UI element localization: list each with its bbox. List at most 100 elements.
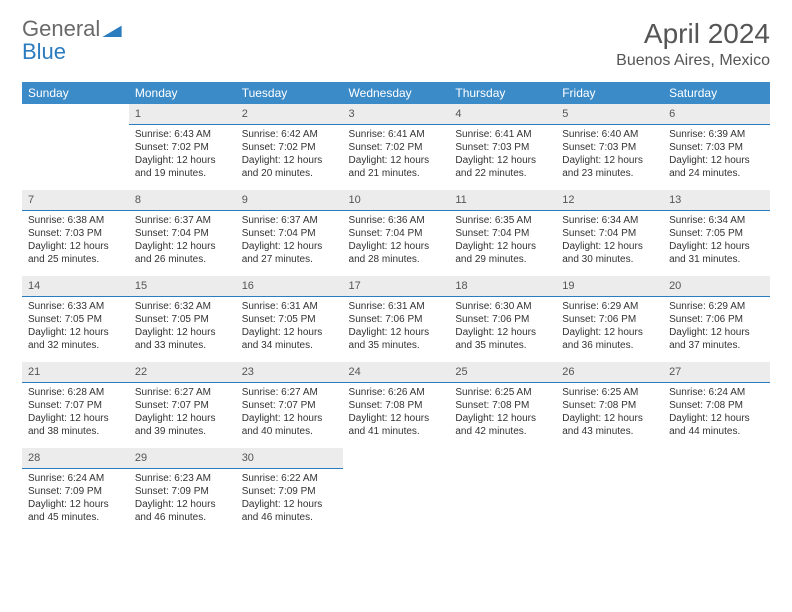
daylight-text: Daylight: 12 hours and 46 minutes. [135,498,230,524]
sunrise-text: Sunrise: 6:31 AM [349,300,444,313]
day-header: Saturday [663,82,770,104]
day-number: 6 [663,104,770,125]
day-body: Sunrise: 6:31 AMSunset: 7:05 PMDaylight:… [236,297,343,358]
day-number: 3 [343,104,450,125]
sunrise-text: Sunrise: 6:37 AM [135,214,230,227]
daylight-text: Daylight: 12 hours and 29 minutes. [455,240,550,266]
day-number: 10 [343,190,450,211]
sunset-text: Sunset: 7:04 PM [349,227,444,240]
day-number: 8 [129,190,236,211]
daylight-text: Daylight: 12 hours and 45 minutes. [28,498,123,524]
calendar-day-cell: 12Sunrise: 6:34 AMSunset: 7:04 PMDayligh… [556,190,663,276]
day-number: 9 [236,190,343,211]
day-number: 7 [22,190,129,211]
calendar-day-cell: 30Sunrise: 6:22 AMSunset: 7:09 PMDayligh… [236,448,343,534]
day-number: 12 [556,190,663,211]
daylight-text: Daylight: 12 hours and 24 minutes. [669,154,764,180]
sunrise-text: Sunrise: 6:24 AM [28,472,123,485]
day-header: Monday [129,82,236,104]
day-body: Sunrise: 6:25 AMSunset: 7:08 PMDaylight:… [449,383,556,444]
daylight-text: Daylight: 12 hours and 39 minutes. [135,412,230,438]
logo-triangle-icon [102,19,122,41]
sunset-text: Sunset: 7:06 PM [349,313,444,326]
daylight-text: Daylight: 12 hours and 34 minutes. [242,326,337,352]
calendar-day-cell: 15Sunrise: 6:32 AMSunset: 7:05 PMDayligh… [129,276,236,362]
page-header: GeneralBlue April 2024 Buenos Aires, Mex… [22,18,770,70]
day-body: Sunrise: 6:42 AMSunset: 7:02 PMDaylight:… [236,125,343,186]
calendar-day-cell: 19Sunrise: 6:29 AMSunset: 7:06 PMDayligh… [556,276,663,362]
day-number: 28 [22,448,129,469]
daylight-text: Daylight: 12 hours and 43 minutes. [562,412,657,438]
calendar-week-row: 28Sunrise: 6:24 AMSunset: 7:09 PMDayligh… [22,448,770,534]
sunrise-text: Sunrise: 6:31 AM [242,300,337,313]
calendar-day-cell: 29Sunrise: 6:23 AMSunset: 7:09 PMDayligh… [129,448,236,534]
day-number: 13 [663,190,770,211]
day-number: 18 [449,276,556,297]
sunset-text: Sunset: 7:02 PM [242,141,337,154]
calendar-day-cell: 22Sunrise: 6:27 AMSunset: 7:07 PMDayligh… [129,362,236,448]
sunset-text: Sunset: 7:09 PM [135,485,230,498]
calendar-day-cell [449,448,556,534]
daylight-text: Daylight: 12 hours and 37 minutes. [669,326,764,352]
day-body: Sunrise: 6:41 AMSunset: 7:03 PMDaylight:… [449,125,556,186]
daylight-text: Daylight: 12 hours and 26 minutes. [135,240,230,266]
sunrise-text: Sunrise: 6:28 AM [28,386,123,399]
daylight-text: Daylight: 12 hours and 33 minutes. [135,326,230,352]
daylight-text: Daylight: 12 hours and 35 minutes. [455,326,550,352]
calendar-day-cell: 27Sunrise: 6:24 AMSunset: 7:08 PMDayligh… [663,362,770,448]
calendar-day-cell: 24Sunrise: 6:26 AMSunset: 7:08 PMDayligh… [343,362,450,448]
sunset-text: Sunset: 7:02 PM [135,141,230,154]
day-body: Sunrise: 6:29 AMSunset: 7:06 PMDaylight:… [556,297,663,358]
day-number: 29 [129,448,236,469]
sunset-text: Sunset: 7:04 PM [242,227,337,240]
calendar-week-row: 1Sunrise: 6:43 AMSunset: 7:02 PMDaylight… [22,104,770,190]
calendar-day-cell: 10Sunrise: 6:36 AMSunset: 7:04 PMDayligh… [343,190,450,276]
sunrise-text: Sunrise: 6:34 AM [562,214,657,227]
logo-text-general: General [22,16,100,41]
day-number: 20 [663,276,770,297]
daylight-text: Daylight: 12 hours and 31 minutes. [669,240,764,266]
calendar-day-cell: 8Sunrise: 6:37 AMSunset: 7:04 PMDaylight… [129,190,236,276]
sunrise-text: Sunrise: 6:30 AM [455,300,550,313]
calendar-day-cell: 11Sunrise: 6:35 AMSunset: 7:04 PMDayligh… [449,190,556,276]
daylight-text: Daylight: 12 hours and 25 minutes. [28,240,123,266]
sunrise-text: Sunrise: 6:27 AM [135,386,230,399]
calendar-body: 1Sunrise: 6:43 AMSunset: 7:02 PMDaylight… [22,104,770,534]
day-body: Sunrise: 6:37 AMSunset: 7:04 PMDaylight:… [129,211,236,272]
daylight-text: Daylight: 12 hours and 23 minutes. [562,154,657,180]
day-header: Friday [556,82,663,104]
day-number: 15 [129,276,236,297]
calendar-day-cell: 2Sunrise: 6:42 AMSunset: 7:02 PMDaylight… [236,104,343,190]
day-number: 2 [236,104,343,125]
sunset-text: Sunset: 7:04 PM [562,227,657,240]
daylight-text: Daylight: 12 hours and 32 minutes. [28,326,123,352]
day-body: Sunrise: 6:35 AMSunset: 7:04 PMDaylight:… [449,211,556,272]
sunset-text: Sunset: 7:07 PM [242,399,337,412]
day-body: Sunrise: 6:39 AMSunset: 7:03 PMDaylight:… [663,125,770,186]
calendar-day-cell: 3Sunrise: 6:41 AMSunset: 7:02 PMDaylight… [343,104,450,190]
sunset-text: Sunset: 7:04 PM [135,227,230,240]
daylight-text: Daylight: 12 hours and 42 minutes. [455,412,550,438]
sunset-text: Sunset: 7:03 PM [562,141,657,154]
location-text: Buenos Aires, Mexico [616,52,770,70]
day-body: Sunrise: 6:34 AMSunset: 7:05 PMDaylight:… [663,211,770,272]
sunset-text: Sunset: 7:09 PM [28,485,123,498]
calendar-day-cell [663,448,770,534]
calendar-day-cell: 18Sunrise: 6:30 AMSunset: 7:06 PMDayligh… [449,276,556,362]
day-number: 16 [236,276,343,297]
day-header: Wednesday [343,82,450,104]
daylight-text: Daylight: 12 hours and 41 minutes. [349,412,444,438]
daylight-text: Daylight: 12 hours and 27 minutes. [242,240,337,266]
title-block: April 2024 Buenos Aires, Mexico [616,18,770,70]
sunset-text: Sunset: 7:07 PM [28,399,123,412]
logo-text-blue: Blue [22,39,66,64]
sunset-text: Sunset: 7:05 PM [242,313,337,326]
calendar-week-row: 14Sunrise: 6:33 AMSunset: 7:05 PMDayligh… [22,276,770,362]
sunset-text: Sunset: 7:06 PM [562,313,657,326]
day-body: Sunrise: 6:28 AMSunset: 7:07 PMDaylight:… [22,383,129,444]
day-header: Thursday [449,82,556,104]
day-number: 24 [343,362,450,383]
sunrise-text: Sunrise: 6:22 AM [242,472,337,485]
day-body: Sunrise: 6:24 AMSunset: 7:09 PMDaylight:… [22,469,129,530]
sunrise-text: Sunrise: 6:43 AM [135,128,230,141]
